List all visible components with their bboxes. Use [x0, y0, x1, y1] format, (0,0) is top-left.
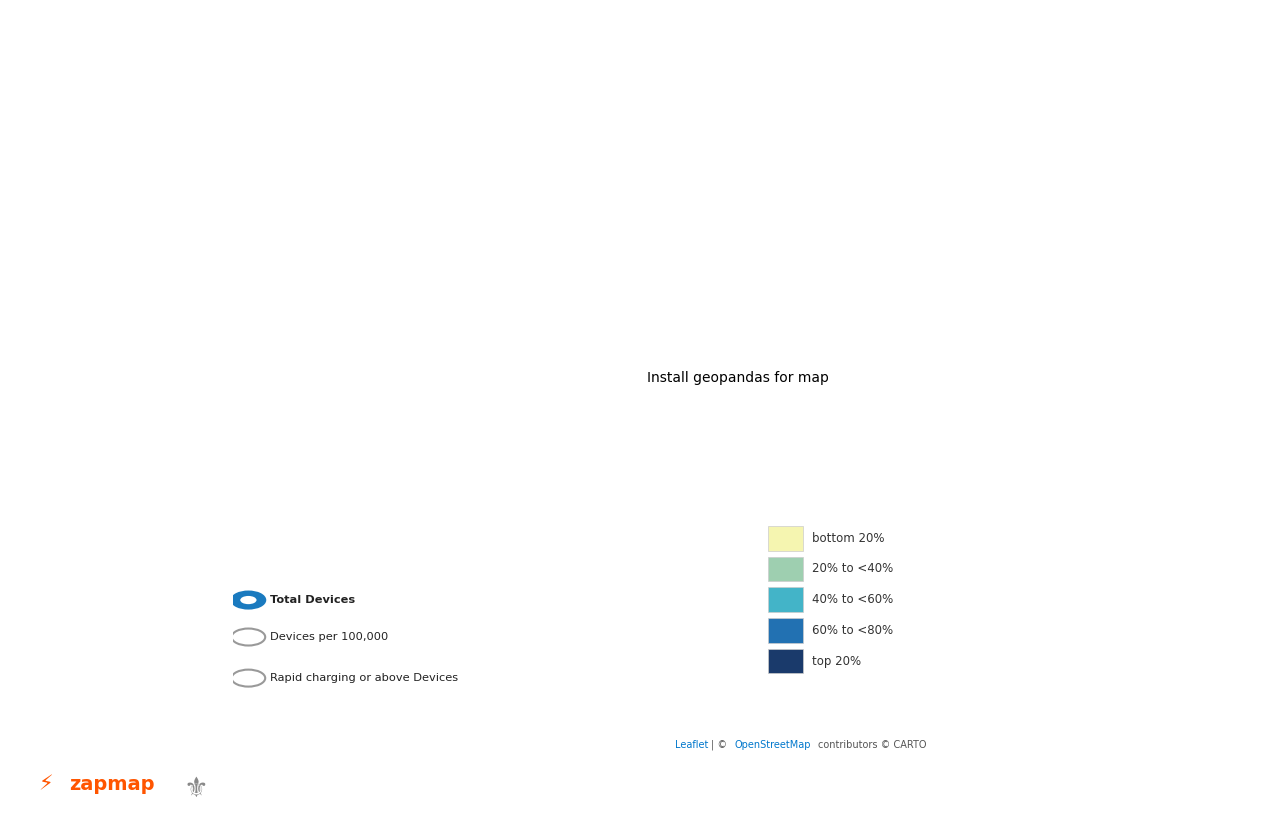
Text: 20% to <40%: 20% to <40%: [813, 563, 893, 575]
Bar: [767, 618, 804, 642]
Text: ⚡: ⚡: [38, 774, 53, 794]
Text: bottom 20%: bottom 20%: [813, 532, 885, 544]
Circle shape: [240, 596, 256, 604]
Text: Rapid charging or above Devices: Rapid charging or above Devices: [270, 673, 458, 683]
Text: top 20%: top 20%: [813, 655, 861, 667]
Text: 40% to <60%: 40% to <60%: [813, 593, 893, 606]
Bar: [767, 588, 804, 612]
Text: Leaflet: Leaflet: [675, 740, 708, 749]
Circle shape: [231, 628, 265, 646]
Text: Install geopandas for map: Install geopandas for map: [647, 371, 829, 385]
Bar: [767, 557, 804, 581]
Text: ⚜: ⚜: [183, 774, 208, 803]
Text: 60% to <80%: 60% to <80%: [813, 624, 893, 637]
Text: zapmap: zapmap: [69, 775, 155, 793]
Bar: [767, 526, 804, 550]
Text: Total Devices: Total Devices: [270, 595, 355, 605]
Text: contributors © CARTO: contributors © CARTO: [818, 740, 926, 749]
Circle shape: [231, 592, 265, 608]
Text: | ©: | ©: [711, 740, 727, 749]
Text: Devices per 100,000: Devices per 100,000: [270, 632, 389, 642]
Text: OpenStreetMap: OpenStreetMap: [734, 740, 811, 749]
Circle shape: [231, 670, 265, 686]
Bar: [767, 649, 804, 673]
